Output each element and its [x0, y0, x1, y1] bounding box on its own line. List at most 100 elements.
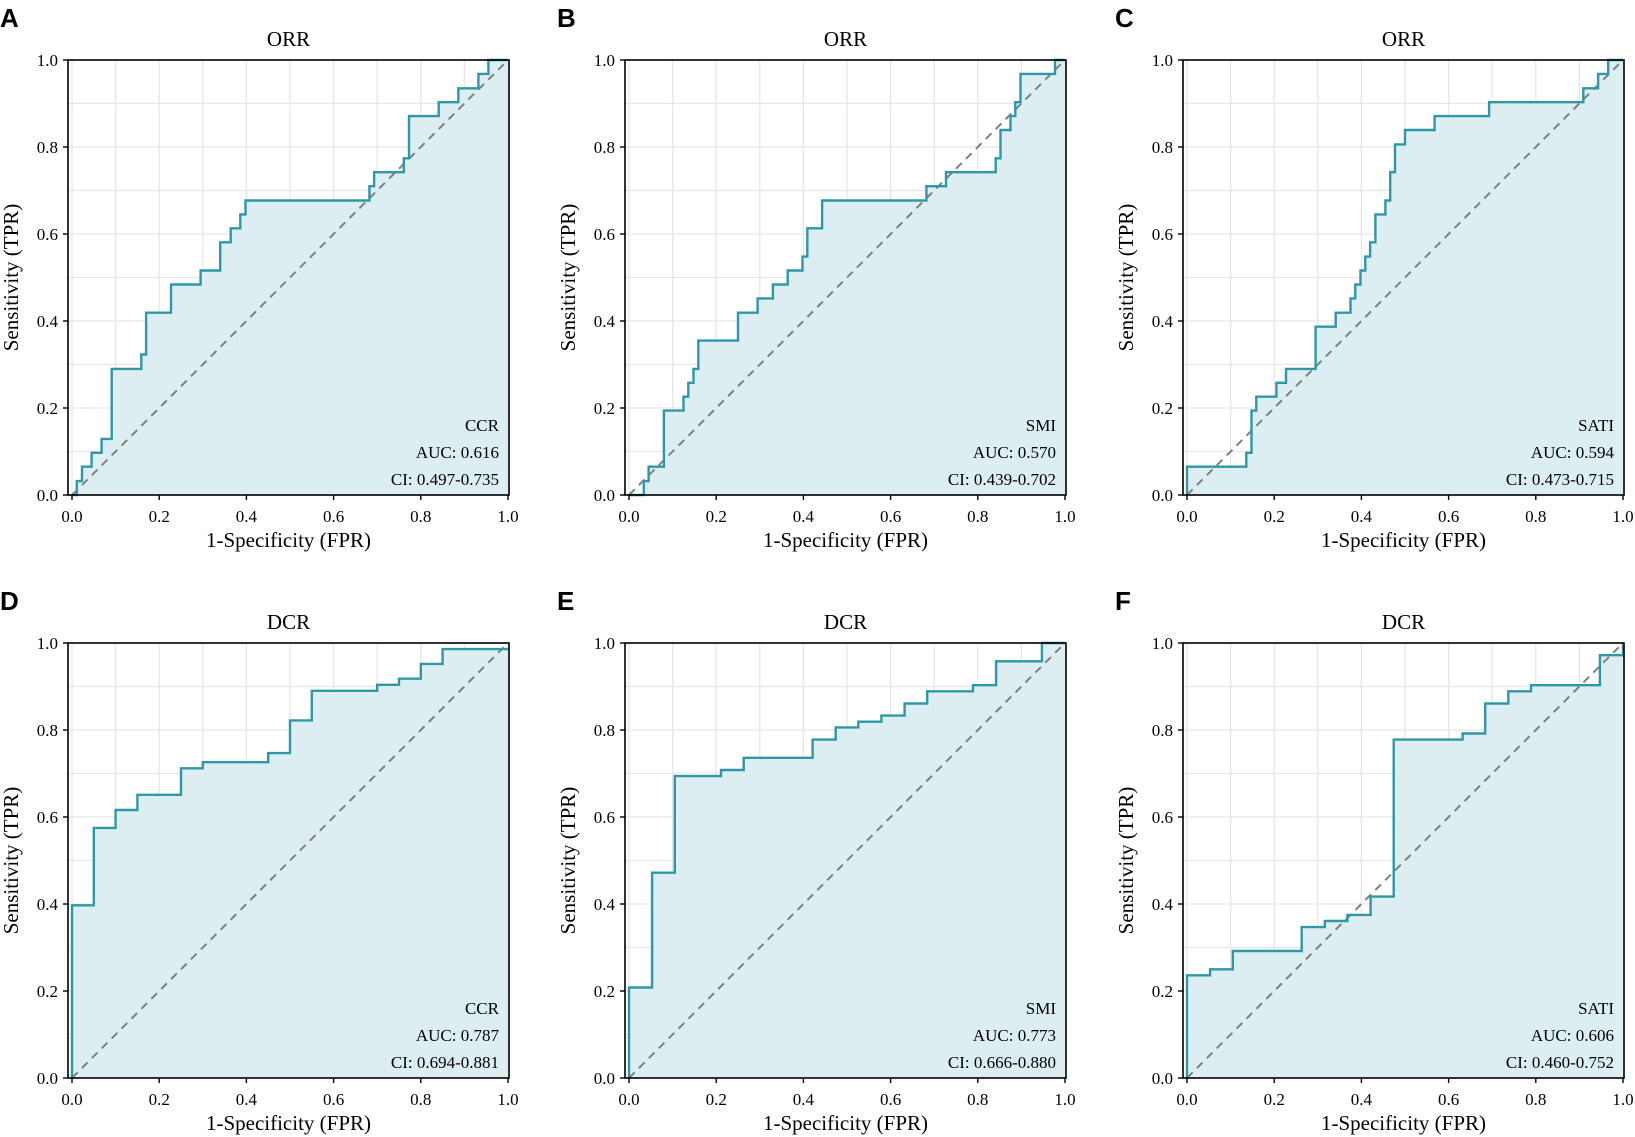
y-tick-label: 0.4: [594, 895, 616, 914]
x-axis-label: 1-Specificity (FPR): [763, 528, 928, 552]
roc-panel-a: A ORR 0.0 0.2 0.4 0.6 0.8 1.0 0.0 0.2 0.4 0.6 0.8 1.0…: [0, 3, 519, 552]
chart-title: DCR: [267, 610, 310, 634]
ci-label: CI: 0.666-0.880: [948, 1053, 1056, 1072]
y-tick-label: 0.8: [594, 721, 615, 740]
chance-diagonal: [628, 642, 1066, 1079]
panel-letter: F: [1115, 586, 1131, 616]
y-tick-label: 0.6: [1152, 225, 1173, 244]
x-tick-label: 1.0: [1054, 1090, 1075, 1109]
x-tick-label: 0.4: [793, 507, 815, 526]
y-tick-label: 1.0: [37, 51, 58, 70]
auc-label: AUC: 0.606: [1531, 1026, 1614, 1045]
x-tick-label: 0.4: [793, 1090, 815, 1109]
series-name: CCR: [465, 999, 500, 1018]
panel-letter: E: [557, 586, 574, 616]
x-tick-label: 1.0: [1612, 507, 1633, 526]
y-tick-label: 1.0: [594, 51, 615, 70]
x-axis-label: 1-Specificity (FPR): [763, 1111, 928, 1135]
y-tick-label: 0.0: [1152, 486, 1173, 505]
x-tick-label: 1.0: [497, 507, 518, 526]
roc-panel-c: C ORR 0.0 0.2 0.4 0.6 0.8 1.0 0.0 0.2 0.4 0.6 0.8 1.0…: [1114, 3, 1634, 552]
x-tick-label: 1.0: [497, 1090, 518, 1109]
x-tick-label: 0.0: [618, 1090, 639, 1109]
roc-curve-ccr: [70, 647, 508, 1078]
roc-curve-ccr: [72, 58, 508, 497]
roc-curve-sati: [1185, 58, 1623, 495]
roc-area: [629, 643, 1065, 1078]
y-tick-label: 0.0: [594, 486, 615, 505]
x-axis-label: 1-Specificity (FPR): [1321, 1111, 1486, 1135]
x-axis-label: 1-Specificity (FPR): [206, 528, 371, 552]
x-tick-label: 0.2: [706, 507, 727, 526]
roc-panel-e: E DCR 0.0 0.2 0.4 0.6 0.8 1.0 0.0 0.2 0.4 0.6 0.8 1.0…: [556, 586, 1076, 1135]
y-axis-label: Sensitivity (TPR): [0, 787, 23, 935]
ci-label: CI: 0.460-0.752: [1506, 1053, 1614, 1072]
plot-frame: [1182, 59, 1625, 496]
y-tick-label: 0.0: [594, 1069, 615, 1088]
x-tick-label: 0.4: [1351, 507, 1373, 526]
y-axis-label: Sensitivity (TPR): [556, 204, 580, 352]
chart-title: DCR: [824, 610, 867, 634]
y-tick-label: 0.8: [37, 138, 58, 157]
chart-title: ORR: [824, 27, 867, 51]
series-name: SMI: [1026, 416, 1057, 435]
x-tick-label: 0.0: [618, 507, 639, 526]
auc-label: AUC: 0.570: [973, 443, 1056, 462]
y-axis-label: Sensitivity (TPR): [556, 787, 580, 935]
x-tick-label: 0.6: [1438, 1090, 1459, 1109]
y-tick-label: 0.6: [37, 808, 58, 827]
chart-title: DCR: [1382, 610, 1425, 634]
roc-area: [629, 60, 1065, 495]
roc-curve-smi: [627, 641, 1065, 1078]
plot-frame: [67, 59, 510, 496]
y-tick-label: 0.0: [1152, 1069, 1173, 1088]
y-tick-label: 0.2: [1152, 399, 1173, 418]
chance-diagonal: [71, 642, 509, 1079]
y-tick-label: 0.6: [594, 225, 615, 244]
x-tick-label: 0.4: [1351, 1090, 1373, 1109]
y-tick-label: 0.4: [1152, 312, 1174, 331]
x-tick-label: 0.8: [967, 1090, 988, 1109]
y-tick-label: 1.0: [1152, 51, 1173, 70]
panel-letter: C: [1115, 3, 1134, 33]
y-tick-label: 0.8: [1152, 138, 1173, 157]
x-tick-label: 0.0: [61, 507, 82, 526]
y-tick-label: 0.4: [594, 312, 616, 331]
auc-label: AUC: 0.616: [416, 443, 499, 462]
y-axis-label: Sensitivity (TPR): [1114, 787, 1138, 935]
plot-frame: [67, 642, 510, 1079]
auc-label: AUC: 0.773: [973, 1026, 1056, 1045]
series-name: CCR: [465, 416, 500, 435]
y-tick-label: 0.8: [594, 138, 615, 157]
roc-area: [72, 649, 508, 1078]
roc-area: [72, 60, 508, 495]
y-tick-label: 0.2: [37, 982, 58, 1001]
chance-diagonal: [71, 59, 509, 496]
auc-label: AUC: 0.594: [1531, 443, 1615, 462]
x-tick-label: 0.6: [1438, 507, 1459, 526]
y-tick-label: 0.4: [37, 895, 59, 914]
x-tick-label: 0.6: [323, 1090, 344, 1109]
x-tick-label: 0.6: [880, 507, 901, 526]
y-tick-label: 0.2: [594, 982, 615, 1001]
x-tick-label: 0.8: [1525, 1090, 1546, 1109]
roc-area: [1187, 643, 1623, 1078]
plot-frame: [624, 642, 1067, 1079]
chart-title: ORR: [267, 27, 310, 51]
x-tick-label: 0.4: [236, 507, 258, 526]
y-tick-label: 0.0: [37, 1069, 58, 1088]
plot-frame: [624, 59, 1067, 496]
x-axis-label: 1-Specificity (FPR): [1321, 528, 1486, 552]
y-tick-label: 0.4: [1152, 895, 1174, 914]
roc-curve-sati: [1185, 643, 1625, 1078]
ci-label: CI: 0.694-0.881: [391, 1053, 499, 1072]
x-axis-label: 1-Specificity (FPR): [206, 1111, 371, 1135]
x-tick-label: 0.0: [1176, 1090, 1197, 1109]
y-tick-label: 1.0: [1152, 634, 1173, 653]
plot-frame: [1182, 642, 1625, 1079]
y-axis-label: Sensitivity (TPR): [0, 204, 23, 352]
y-tick-label: 0.2: [1152, 982, 1173, 1001]
roc-panel-b: B ORR 0.0 0.2 0.4 0.6 0.8 1.0 0.0 0.2 0.4 0.6 0.8 1.0…: [556, 3, 1076, 552]
roc-panel-d: D DCR 0.0 0.2 0.4 0.6 0.8 1.0 0.0 0.2 0.4 0.6 0.8 1.0…: [0, 586, 519, 1135]
y-tick-label: 1.0: [594, 634, 615, 653]
